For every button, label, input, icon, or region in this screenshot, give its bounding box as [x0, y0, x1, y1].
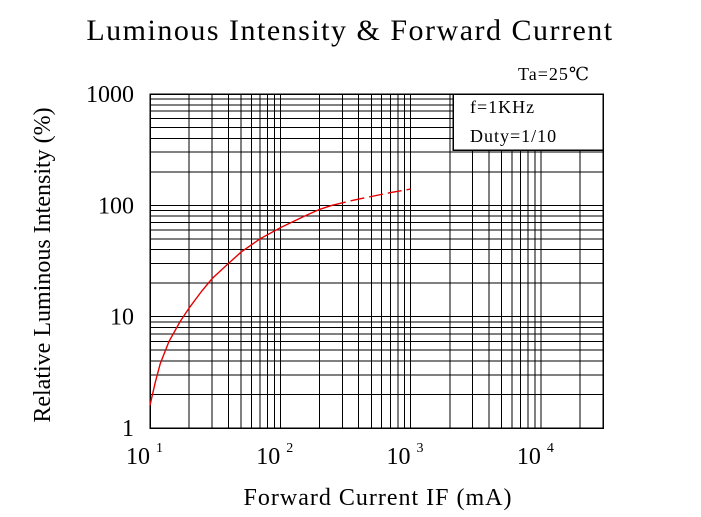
x-tick-exponent: 1 — [156, 441, 163, 456]
x-tick-exponent: 4 — [547, 441, 554, 456]
x-axis-label: Forward Current IF (mA) — [244, 485, 513, 511]
x-tick-label: 10 — [387, 444, 411, 470]
x-tick-label: 10 — [256, 444, 280, 470]
y-tick-labels: 1 10 100 1000 — [86, 82, 134, 442]
annotation-duty: Duty=1/10 — [470, 126, 557, 146]
data-series — [149, 188, 411, 406]
plot-frame — [149, 93, 604, 429]
x-tick-label: 10 — [126, 444, 150, 470]
x-tick-exponent: 2 — [286, 441, 293, 456]
y-tick-label: 1000 — [86, 82, 134, 108]
y-tick-label: 10 — [110, 305, 134, 331]
curve-segment-solid — [149, 204, 333, 406]
x-tick-label: 10 — [517, 444, 541, 470]
y-tick-label: 1 — [122, 416, 134, 442]
x-tick-exponent: 3 — [417, 441, 424, 456]
y-tick-label: 100 — [98, 193, 134, 219]
annotation-temperature: Ta=25℃ — [518, 64, 590, 84]
legend-box — [452, 93, 604, 151]
chart-title: Luminous Intensity & Forward Current — [86, 14, 613, 47]
x-tick-labels: 10 1 10 2 10 3 10 4 — [126, 441, 554, 470]
annotation-frequency: f=1KHz — [470, 97, 535, 117]
y-axis-label: Relative Luminous Intensity (%) — [30, 107, 56, 422]
curve-segment-dashed — [331, 188, 411, 206]
